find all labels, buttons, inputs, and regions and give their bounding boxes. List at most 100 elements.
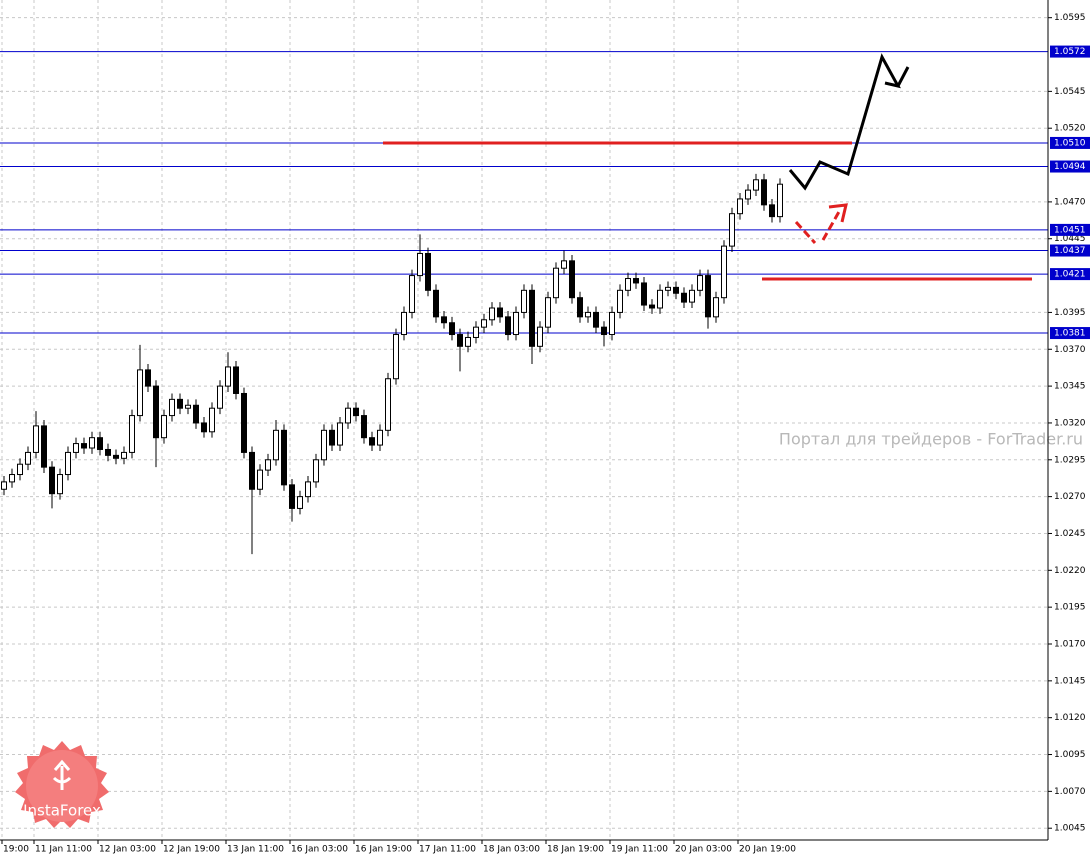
x-tick-label: 20 Jan 03:00 [675, 845, 732, 855]
level-tag [1050, 160, 1090, 173]
candle-body [577, 297, 583, 318]
candle-body [25, 451, 31, 465]
x-tick-label: 13 Jan 11:00 [227, 845, 284, 855]
arrow-head [828, 203, 848, 223]
level-label: 1.0510 [1054, 138, 1086, 148]
level-label: 1.0421 [1054, 270, 1086, 280]
candle-body [377, 429, 383, 446]
candle-body [705, 275, 711, 318]
y-tick-label: 1.0470 [1054, 197, 1086, 207]
candle-body [433, 289, 439, 318]
candle-body [417, 252, 423, 277]
candle-body [73, 443, 79, 453]
candle-body [241, 392, 247, 453]
candle-body [345, 407, 351, 424]
candle-body [81, 443, 87, 449]
candle-body [505, 316, 511, 336]
candle-body [177, 398, 183, 409]
candle-body [41, 425, 47, 468]
candle-body [361, 415, 367, 439]
candle-body [625, 278, 631, 291]
level-tag [1050, 136, 1090, 149]
candles [1, 173, 783, 555]
grid [0, 0, 1048, 840]
x-tick-label: 12 Jan 03:00 [99, 845, 156, 855]
y-tick-label: 1.0295 [1054, 455, 1086, 465]
candle-body [681, 292, 687, 303]
candle-body [321, 429, 327, 461]
candle-body [249, 451, 255, 490]
y-tick-label: 1.0520 [1054, 124, 1086, 134]
level-tag [1050, 268, 1090, 281]
candle-body [161, 415, 167, 439]
candle-body [713, 297, 719, 318]
candle-body [1, 481, 7, 490]
y-tick-label: 1.0445 [1054, 234, 1086, 244]
candle-body [425, 252, 431, 291]
candle-body [593, 311, 599, 328]
candle-body [409, 275, 415, 313]
candle-body [265, 459, 271, 471]
alt-forecast [794, 220, 817, 245]
y-tick-label: 1.0370 [1054, 345, 1086, 355]
x-tick-label: 19 Jan 11:00 [611, 845, 668, 855]
level-tag [1050, 244, 1090, 257]
candle-body [105, 448, 111, 456]
candle-body [329, 429, 335, 446]
candle-body [193, 404, 199, 424]
candle-body [569, 260, 575, 299]
y-tick-label: 1.0270 [1054, 492, 1086, 502]
y-tick-label: 1.0545 [1054, 87, 1086, 97]
level-tag [1050, 223, 1090, 236]
x-tick-label: 16 Jan 19:00 [355, 845, 412, 855]
candle-body [465, 336, 471, 347]
candle-body [273, 429, 279, 461]
candle-body [761, 179, 767, 206]
y-tick-label: 1.0070 [1054, 787, 1086, 797]
candle-body [313, 459, 319, 483]
candle-body [689, 289, 695, 303]
x-tick-label: 11 Jan 11:00 [35, 845, 92, 855]
candle-body [121, 451, 127, 459]
y-tick-label: 1.0395 [1054, 308, 1086, 318]
y-tick-label: 1.0345 [1054, 382, 1086, 392]
x-tick-label: 16 Jan 03:00 [291, 845, 348, 855]
y-tick-label: 1.0220 [1054, 566, 1086, 576]
candle-body [209, 407, 215, 433]
candle-body [441, 316, 447, 324]
y-tick-label: 1.0320 [1054, 418, 1086, 428]
level-label: 1.0572 [1054, 47, 1086, 57]
candle-body [393, 334, 399, 380]
x-tick-label: 12 Jan 19:00 [163, 845, 220, 855]
candle-body [601, 326, 607, 336]
candle-body [697, 275, 703, 291]
y-tick-label: 1.0145 [1054, 676, 1086, 686]
forecast-path [788, 53, 910, 191]
candle-body [553, 267, 559, 299]
candle-body [729, 213, 735, 247]
candle-body [769, 204, 775, 218]
watermark: Портал для трейдеров - ForTrader.ru [779, 430, 1083, 449]
candle-body [9, 474, 15, 483]
alt-forecast [821, 209, 842, 241]
candle-body [17, 463, 23, 476]
candle-body [137, 369, 143, 417]
candle-body [225, 366, 231, 387]
candle-body [457, 334, 463, 347]
x-tick-label: 19:00 [3, 845, 29, 855]
candle-body [297, 496, 303, 509]
candle-body [185, 404, 191, 409]
candle-body [721, 245, 727, 299]
candle-body [529, 289, 535, 347]
level-label: 1.0437 [1054, 246, 1086, 256]
candle-body [777, 183, 783, 218]
y-tick-label: 1.0595 [1054, 13, 1086, 23]
y-tick-label: 1.0095 [1054, 750, 1086, 760]
candle-body [545, 297, 551, 328]
level-label: 1.0451 [1054, 225, 1086, 235]
level-label: 1.0381 [1054, 329, 1086, 339]
candle-body [497, 307, 503, 318]
y-tick-label: 1.0045 [1054, 824, 1086, 834]
